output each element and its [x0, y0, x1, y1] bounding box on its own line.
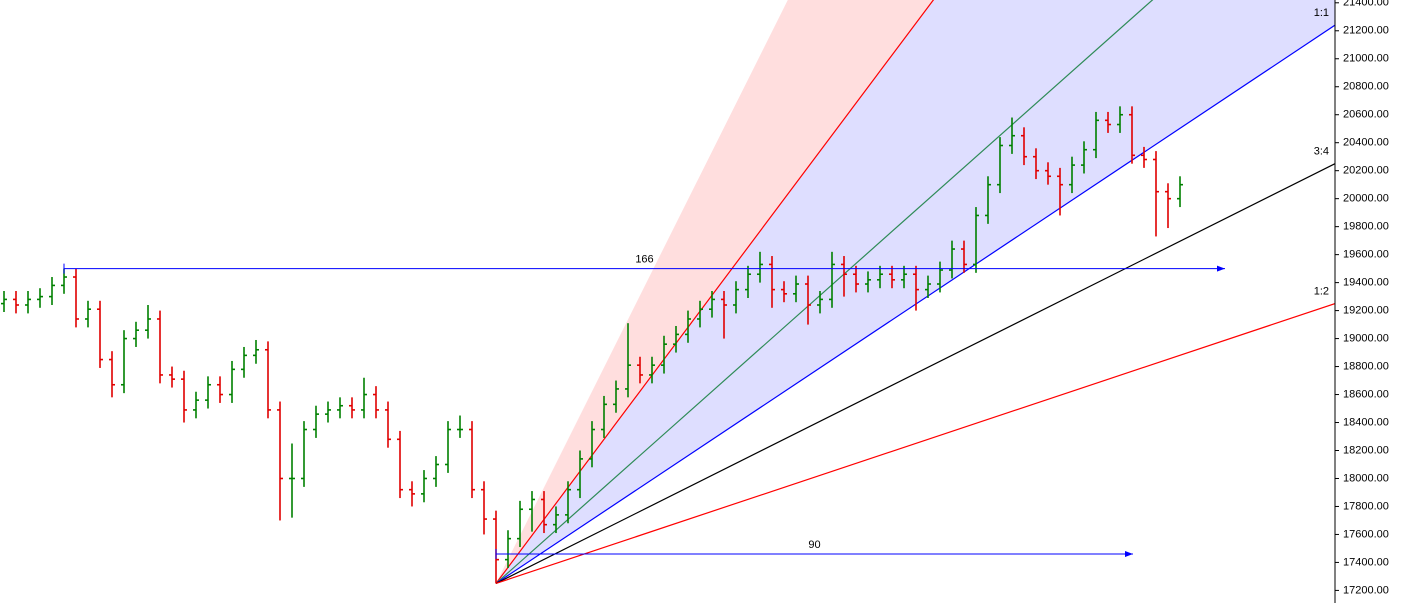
y-tick-label: 19400.00: [1343, 277, 1389, 289]
y-tick-label: 18800.00: [1343, 360, 1389, 372]
y-tick-label: 17200.00: [1343, 584, 1389, 596]
measure-label: 90: [808, 539, 820, 551]
y-tick-label: 17400.00: [1343, 556, 1389, 568]
y-tick-label: 20800.00: [1343, 81, 1389, 93]
y-tick-label: 21400.00: [1343, 0, 1389, 9]
y-tick-label: 18600.00: [1343, 388, 1389, 400]
y-tick-label: 18200.00: [1343, 444, 1389, 456]
fan-line: [495, 163, 1335, 584]
fan-label: 1:1: [1314, 7, 1329, 19]
y-tick-label: 20400.00: [1343, 137, 1389, 149]
measure-label: 166: [635, 254, 653, 266]
plot-area: [1, 0, 1335, 584]
y-tick-label: 21200.00: [1343, 25, 1389, 37]
y-tick-label: 20600.00: [1343, 109, 1389, 121]
fan-line: [495, 303, 1335, 584]
fan-label: 1:2: [1314, 286, 1329, 298]
y-tick-label: 18000.00: [1343, 472, 1389, 484]
y-tick-label: 19600.00: [1343, 249, 1389, 261]
y-tick-label: 19200.00: [1343, 305, 1389, 317]
y-tick-label: 18400.00: [1343, 416, 1389, 428]
y-tick-label: 17600.00: [1343, 528, 1389, 540]
y-tick-label: 20200.00: [1343, 165, 1389, 177]
fan-label: 3:4: [1314, 146, 1329, 158]
y-tick-label: 19800.00: [1343, 221, 1389, 233]
y-tick-label: 17800.00: [1343, 500, 1389, 512]
y-tick-label: 19000.00: [1343, 332, 1389, 344]
fan-line: [495, 0, 1154, 584]
y-tick-label: 20000.00: [1343, 193, 1389, 205]
y-tick-label: 21000.00: [1343, 53, 1389, 65]
fan-line: [495, 0, 935, 584]
